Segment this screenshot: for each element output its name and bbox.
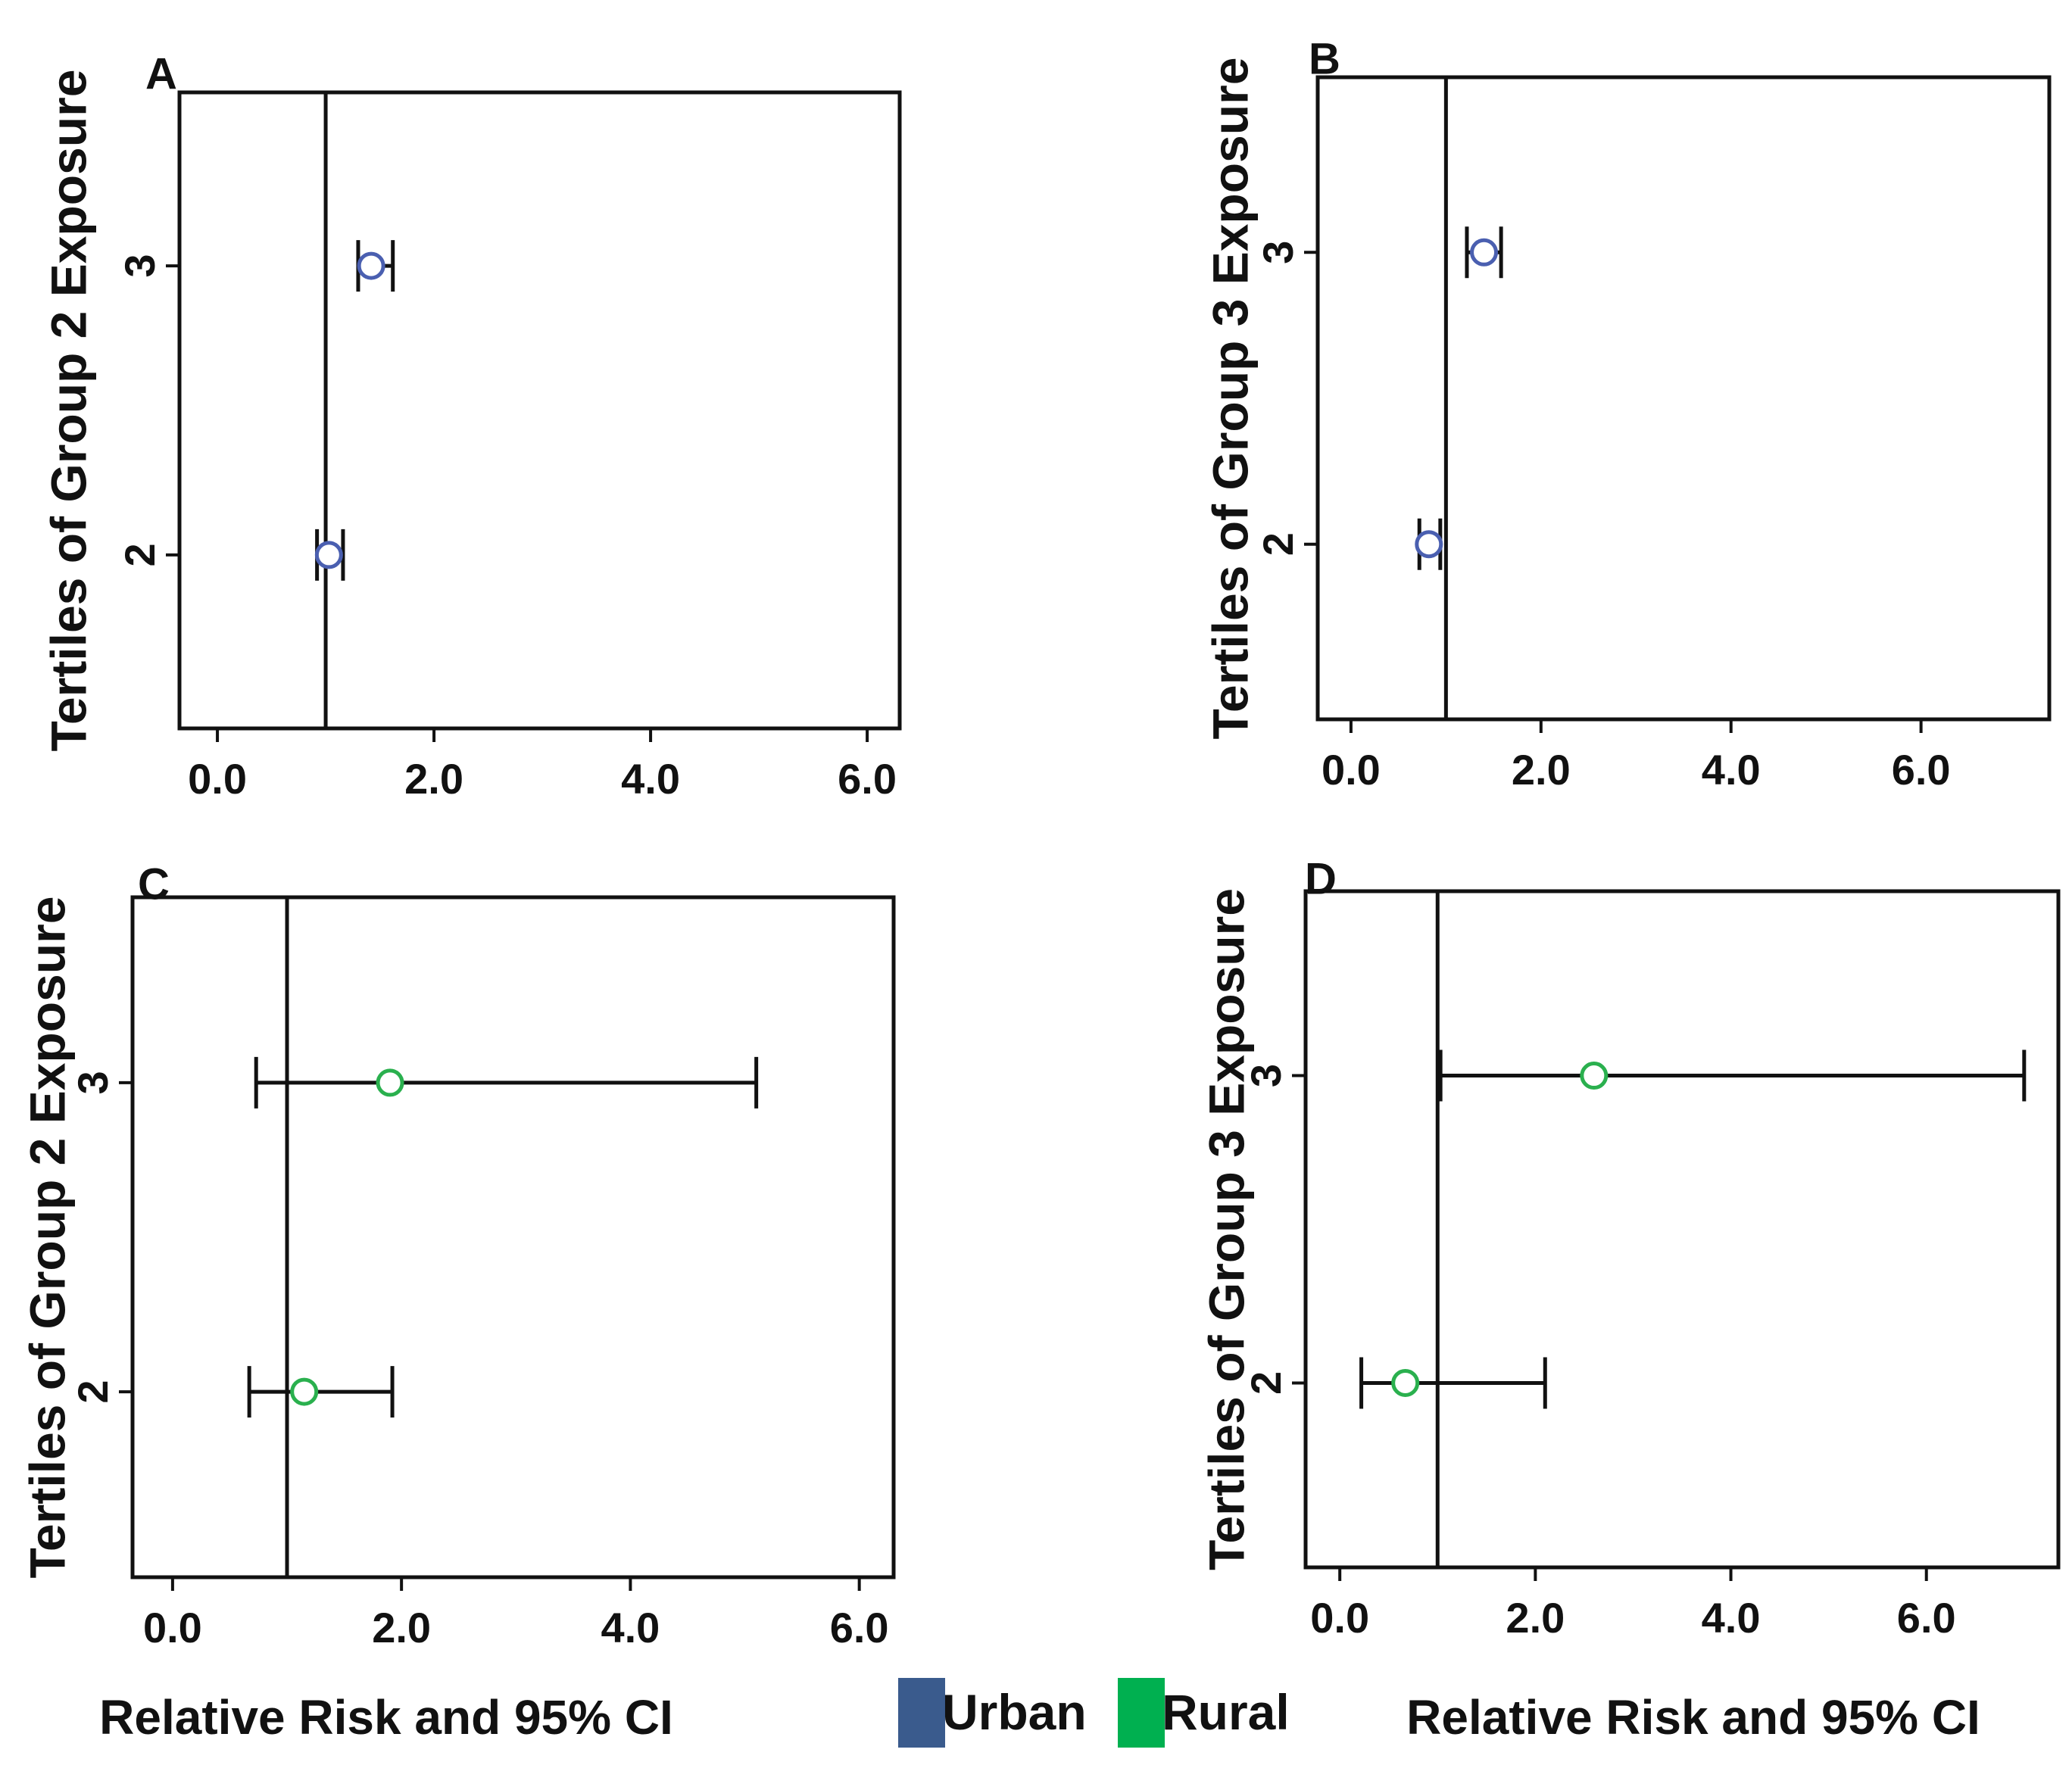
panel-a-x-tick-label-2: 4.0 [621,755,680,803]
panel-a-x-tick-label-0: 0.0 [188,755,247,803]
panel-d-x-tick-label-1: 2.0 [1506,1594,1565,1642]
x-axis-title-right: Relative Risk and 95% CI [1406,1690,1980,1745]
panel-c-x-tick-label-1: 2.0 [372,1604,431,1651]
legend: Urban Rural [898,1678,1290,1748]
panel-d-x-tick-label-2: 4.0 [1702,1594,1761,1642]
panel-c-tertile-3-point-marker [376,1068,404,1097]
panel-d-x-tick-label-3: 6.0 [1897,1594,1956,1642]
legend-label-urban: Urban [942,1684,1087,1740]
panel-d-y-tick-label-1: 3 [1242,1064,1290,1087]
panel-b-y-axis-title: Tertiles of Group 3 Exposure [1202,58,1258,740]
panel-b-x-tick-label-2: 4.0 [1702,746,1761,794]
panel-d-y-axis-title: Tertiles of Group 3 Exposure [1198,888,1254,1570]
panel-a-tertile-3-point-marker [357,251,385,280]
panel-b-y-tick-label-0: 2 [1254,532,1302,556]
x-axis-title-left: Relative Risk and 95% CI [99,1690,673,1745]
panel-b-tertile-2-point-marker [1415,530,1443,559]
panel-a-x-tick-label-3: 6.0 [838,755,897,803]
panel-a-frame [177,90,902,731]
panel-d-letter: D [1305,854,1337,903]
panel-a: A 0.0 2.0 4.0 6.0 2 3 Tertiles of Group 2 Expos… [40,49,902,803]
panel-c-x-tick-label-3: 6.0 [830,1604,889,1651]
panel-d-y-tick-label-0: 2 [1242,1371,1290,1395]
panel-a-y-tick-label-0: 2 [116,543,164,566]
panel-b-y-tick-label-1: 3 [1254,241,1302,264]
panel-b-x-tick-label-1: 2.0 [1512,746,1571,794]
panel-d-frame [1303,889,2061,1570]
panel-d-tertile-2-point-marker [1391,1368,1420,1397]
panel-d-tertile-3-point-marker [1580,1062,1609,1090]
panel-b-letter: B [1309,34,1340,83]
panel-a-letter: A [145,49,177,98]
panel-a-y-tick-label-1: 3 [116,254,164,278]
legend-swatch-rural [1118,1678,1165,1748]
legend-label-rural: Rural [1162,1684,1290,1740]
panel-b-x-tick-label-0: 0.0 [1322,746,1381,794]
panel-c-y-tick-label-0: 2 [69,1380,117,1404]
panel-c-y-tick-label-1: 3 [69,1071,117,1094]
panel-a-x-tick-label-1: 2.0 [404,755,463,803]
panel-b-x-tick-label-3: 6.0 [1892,746,1951,794]
panel-c-tertile-2-point-marker [290,1377,319,1406]
panel-a-y-axis-title: Tertiles of Group 2 Exposure [40,70,96,752]
panel-c-letter: C [138,859,170,909]
panel-b-tertile-3-point-marker [1470,238,1499,267]
panel-c-x-tick-label-0: 0.0 [143,1604,202,1651]
panel-c-y-axis-title: Tertiles of Group 2 Exposure [19,897,75,1579]
legend-swatch-urban [898,1678,945,1748]
panel-a-tertile-2-point-marker [314,541,343,569]
panel-c-x-tick-label-2: 4.0 [601,1604,660,1651]
panel-c-frame [130,895,896,1579]
panel-d-x-tick-label-0: 0.0 [1310,1594,1369,1642]
panel-b-frame [1315,75,2052,722]
